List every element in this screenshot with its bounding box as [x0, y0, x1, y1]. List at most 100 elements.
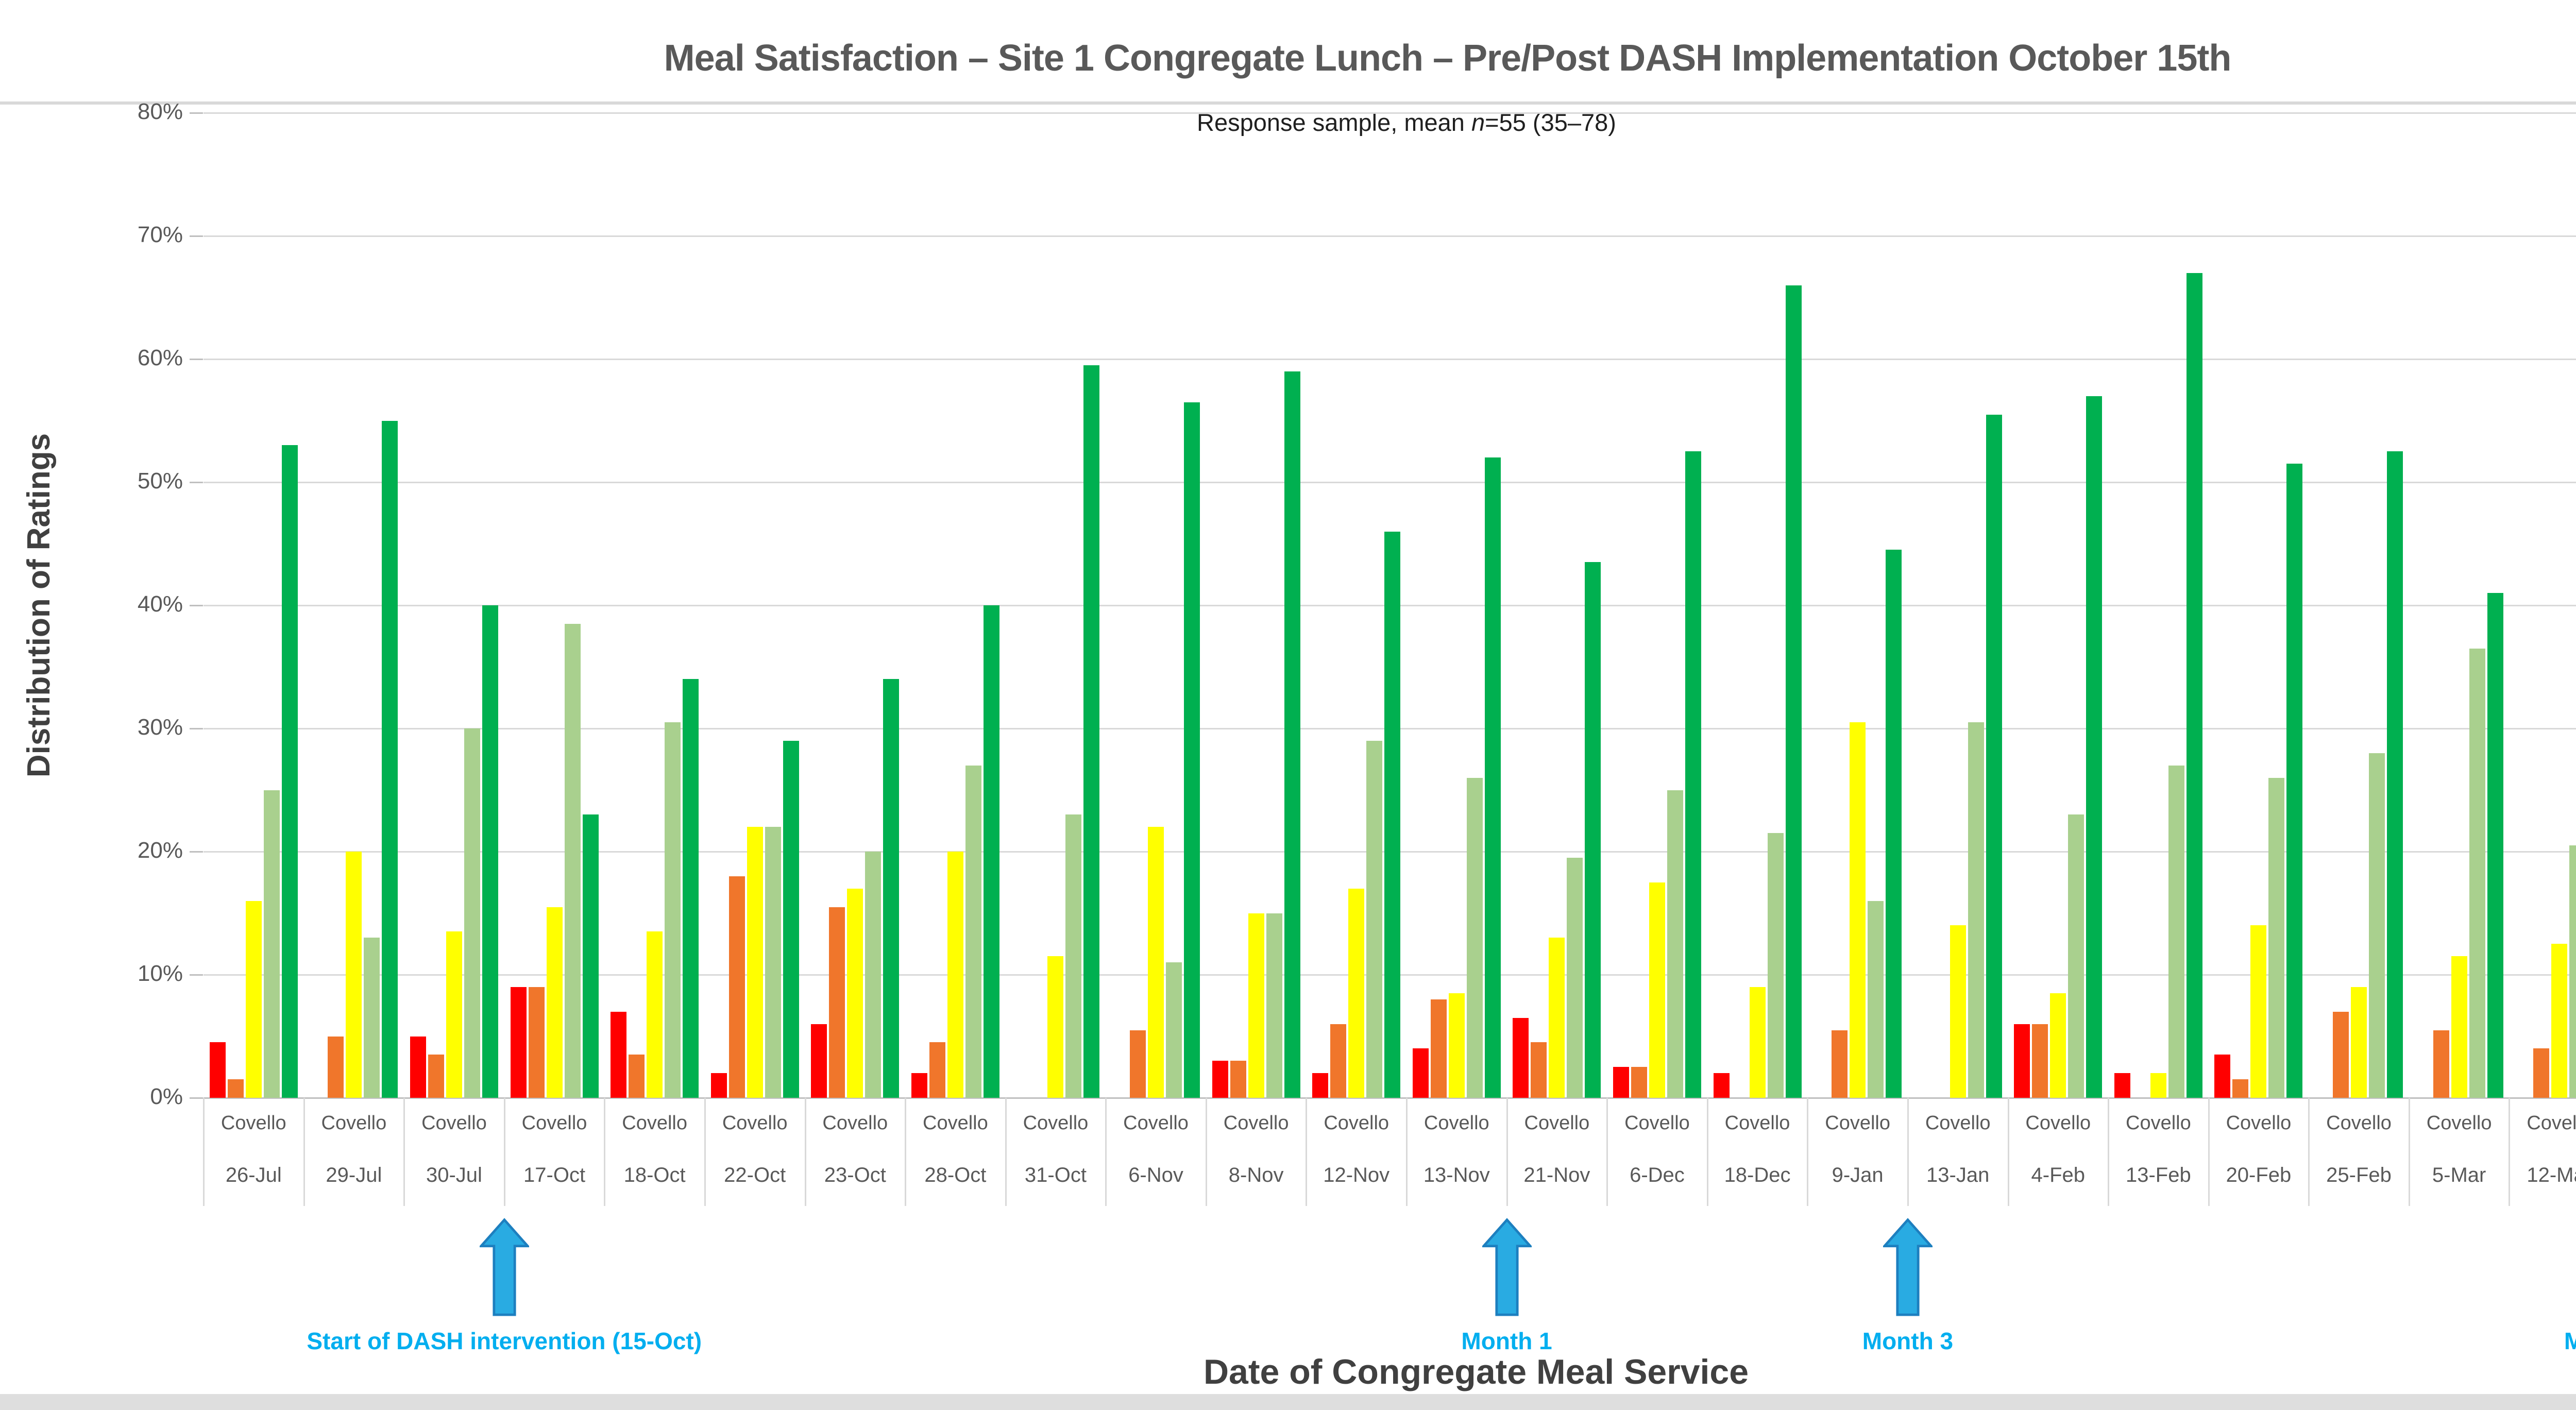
y-tick-label: 10% [137, 961, 183, 986]
bar [1868, 901, 1884, 1098]
x-label-separator [905, 1098, 907, 1206]
date-label: 18-Dec [1724, 1164, 1791, 1186]
date-label: 28-Oct [924, 1164, 987, 1186]
bar [2333, 1011, 2349, 1098]
gridline-0 [204, 1097, 2576, 1099]
y-tick-mark [190, 359, 203, 360]
site-label: Covello [2426, 1112, 2492, 1134]
date-label: 8-Nov [1228, 1164, 1284, 1186]
bar [1685, 451, 1701, 1098]
bar [2569, 845, 2576, 1098]
bar-cluster-26-Jul [204, 113, 304, 1098]
bar [410, 1036, 426, 1098]
bar [510, 987, 527, 1098]
bar [482, 605, 498, 1098]
bar [2186, 273, 2202, 1098]
bar [1184, 402, 1200, 1098]
x-label-separator [2509, 1098, 2511, 1206]
y-tick-mark [190, 851, 203, 853]
y-tick-label: 20% [137, 838, 183, 863]
bar [1585, 562, 1601, 1098]
bar [1950, 925, 1966, 1098]
x-label-separator [1205, 1098, 1207, 1206]
bar [2214, 1055, 2231, 1098]
date-label: 13-Nov [1423, 1164, 1490, 1186]
date-label: 6-Nov [1128, 1164, 1183, 1186]
date-label: 4-Feb [2031, 1164, 2086, 1186]
date-label: 22-Oct [724, 1164, 786, 1186]
x-label-separator [203, 1098, 205, 1206]
bar-cluster-22-Oct [705, 113, 805, 1098]
bar [2168, 765, 2184, 1098]
bar [1549, 938, 1565, 1098]
bar [647, 931, 663, 1098]
bar [2250, 925, 2267, 1098]
bar [1886, 550, 1902, 1098]
bar [2032, 1024, 2048, 1098]
bar [1348, 888, 1365, 1098]
bar [1749, 987, 1766, 1098]
bar [1513, 1017, 1529, 1098]
bar [1330, 1024, 1347, 1098]
y-tick-label: 40% [137, 591, 183, 617]
bar [582, 814, 599, 1098]
bar [1312, 1073, 1329, 1098]
x-label-separator [403, 1098, 405, 1206]
bar-cluster-13-Jan [1908, 113, 2008, 1098]
bar [209, 1042, 226, 1098]
bar [2150, 1073, 2166, 1098]
date-label: 30-Jul [426, 1164, 482, 1186]
x-label-separator [2108, 1098, 2110, 1206]
date-label: 12-Mar [2527, 1164, 2576, 1186]
bar [346, 852, 362, 1098]
bar-cluster-31-Oct [1006, 113, 1106, 1098]
date-label: 6-Dec [1630, 1164, 1685, 1186]
annotation-label: Start of DASH intervention (15-Oct) [307, 1328, 702, 1354]
x-label-separator [303, 1098, 305, 1206]
x-label-separator [1706, 1098, 1708, 1206]
bar [2086, 396, 2103, 1098]
bar [2114, 1073, 2130, 1098]
bar [2268, 777, 2285, 1098]
up-arrow-icon [478, 1217, 531, 1318]
site-label: Covello [1123, 1112, 1189, 1134]
bar-cluster-13-Nov [1406, 113, 1507, 1098]
bar-cluster-30-Jul [404, 113, 504, 1098]
bar [710, 1073, 727, 1098]
bar-cluster-18-Dec [1707, 113, 1808, 1098]
x-label-separator [1807, 1098, 1809, 1206]
bar [1266, 913, 1282, 1098]
bar-cluster-12-Mar [2509, 113, 2576, 1098]
annotation-label: Month 5 [2564, 1328, 2576, 1354]
x-label-separator [2408, 1098, 2410, 1206]
bar [883, 679, 900, 1098]
bar [2286, 464, 2303, 1098]
bar-cluster-8-Nov [1206, 113, 1307, 1098]
date-label: 17-Oct [523, 1164, 586, 1186]
bar [1083, 365, 1100, 1098]
site-label: Covello [1724, 1112, 1790, 1134]
gridline-70 [204, 235, 2576, 237]
bar-cluster-20-Feb [2209, 113, 2309, 1098]
bar [1713, 1073, 1730, 1098]
bar [665, 722, 681, 1098]
gridline-50 [204, 482, 2576, 483]
bar-cluster-6-Dec [1607, 113, 1707, 1098]
bar [2050, 993, 2066, 1098]
bar [965, 765, 981, 1098]
date-label: 9-Jan [1832, 1164, 1884, 1186]
bar [1649, 882, 1665, 1098]
x-axis-title: Date of Congregate Meal Service [1203, 1352, 1749, 1391]
x-label-separator [1105, 1098, 1107, 1206]
bar [546, 907, 563, 1098]
bar [2551, 944, 2568, 1098]
bar-cluster-12-Nov [1306, 113, 1406, 1098]
date-label: 13-Feb [2125, 1164, 2191, 1186]
site-label: Covello [622, 1112, 687, 1134]
date-label: 25-Feb [2326, 1164, 2392, 1186]
bar [747, 827, 763, 1098]
bar [611, 1011, 627, 1098]
bar [1785, 285, 1802, 1098]
up-arrow-icon [1882, 1217, 1934, 1318]
